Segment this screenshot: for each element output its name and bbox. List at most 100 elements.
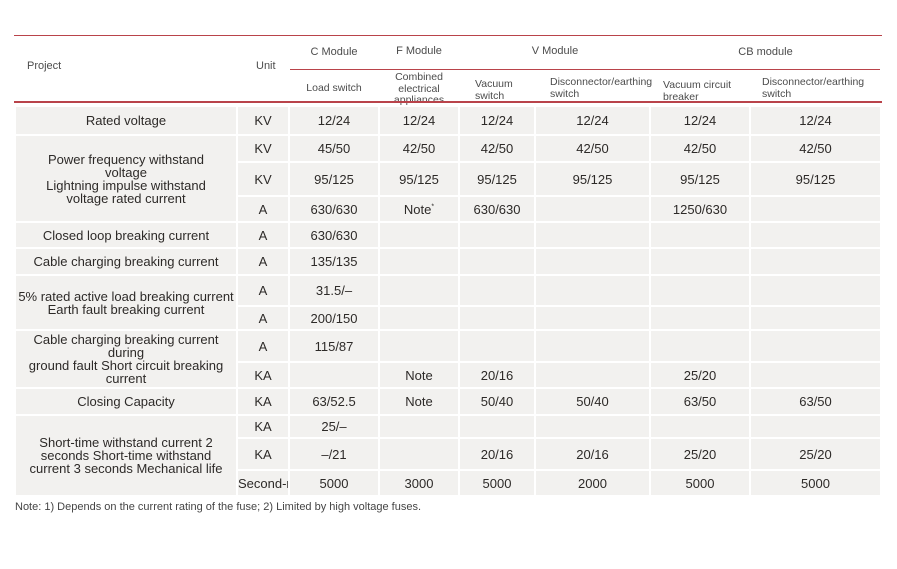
table-row: Cable charging breaking current A 135/135	[16, 249, 880, 274]
table-row: A 200/150	[16, 307, 880, 329]
header-top-rule	[14, 35, 882, 36]
value-cell	[751, 249, 880, 274]
value-cell: 630/630	[290, 197, 378, 221]
table-row: KA Note 20/16 25/20	[16, 363, 880, 387]
value-cell: 95/125	[751, 163, 880, 195]
group-header-cb-module: CB module	[738, 46, 793, 58]
table-row: Closed loop breaking current A 630/630	[16, 223, 880, 247]
column-header-unit: Unit	[256, 60, 276, 72]
value-cell	[380, 223, 458, 247]
specification-table: Rated voltage KV 12/24 12/24 12/24 12/24 12/24…	[14, 105, 882, 497]
project-cell: Closing Capacity	[16, 389, 236, 414]
value-cell: 12/24	[536, 107, 649, 134]
value-cell: 1250/630	[651, 197, 749, 221]
unit-cell: A	[238, 249, 288, 274]
value-cell: 12/24	[651, 107, 749, 134]
table-row: KV 95/125 95/125 95/125 95/125 95/125 95/125	[16, 163, 880, 195]
value-cell	[380, 307, 458, 329]
value-cell: 5000	[460, 471, 534, 495]
subheader-load-switch: Load switch	[306, 82, 362, 94]
project-cell: 5% rated active load breaking current Ea…	[16, 276, 236, 329]
value-cell	[460, 223, 534, 247]
value-cell: 2000	[536, 471, 649, 495]
value-cell: 95/125	[460, 163, 534, 195]
subheader-cb-disconnector: Disconnector/earthing switch	[762, 76, 865, 100]
value-cell: 63/52.5	[290, 389, 378, 414]
value-cell	[751, 331, 880, 361]
project-cell: Power frequency withstand voltage Lightn…	[16, 136, 236, 221]
value-cell: 25/–	[290, 416, 378, 437]
table-row: Cable charging breaking current during g…	[16, 331, 880, 387]
value-cell: 25/20	[651, 439, 749, 469]
value-cell: 5000	[751, 471, 880, 495]
value-cell: 95/125	[651, 163, 749, 195]
value-cell	[536, 416, 649, 437]
value-cell: 31.5/–	[290, 276, 378, 305]
value-cell	[651, 307, 749, 329]
value-cell: 42/50	[460, 136, 534, 161]
value-cell: 630/630	[460, 197, 534, 221]
value-cell: 63/50	[651, 389, 749, 414]
value-cell	[290, 363, 378, 387]
value-cell: 25/20	[751, 439, 880, 469]
value-cell	[536, 307, 649, 329]
group-header-c-module: C Module	[310, 46, 358, 58]
table-row: KA –/21 20/16 20/16 25/20 25/20	[16, 439, 880, 469]
value-cell: 135/135	[290, 249, 378, 274]
unit-cell: A	[238, 307, 288, 329]
table-row: Closing Capacity KA 63/52.5 Note 50/40 50/40 6…	[16, 389, 880, 414]
footnote: Note: 1) Depends on the current rating o…	[15, 501, 422, 513]
table-row: 5% rated active load breaking current Ea…	[16, 276, 880, 329]
column-header-project: Project	[27, 60, 62, 72]
value-cell	[651, 331, 749, 361]
value-cell	[751, 223, 880, 247]
value-cell: 95/125	[380, 163, 458, 195]
value-cell: 20/16	[460, 439, 534, 469]
value-cell	[536, 197, 649, 221]
value-cell	[460, 331, 534, 361]
value-cell: 200/150	[290, 307, 378, 329]
group-header-v-module: V Module	[531, 45, 579, 57]
unit-cell: A	[238, 276, 288, 305]
value-cell: 20/16	[536, 439, 649, 469]
value-cell	[380, 439, 458, 469]
value-cell	[380, 416, 458, 437]
unit-cell: KA	[238, 416, 288, 437]
value-cell: –/21	[290, 439, 378, 469]
header-bottom-rule	[14, 101, 882, 103]
subheader-combined-appliances: Combined electrical appliances	[393, 71, 445, 106]
value-cell	[460, 416, 534, 437]
value-cell	[460, 249, 534, 274]
table-row: Rated voltage KV 12/24 12/24 12/24 12/24 12/24…	[16, 107, 880, 134]
value-cell	[536, 249, 649, 274]
unit-cell: KA	[238, 363, 288, 387]
value-cell: 20/16	[460, 363, 534, 387]
project-cell: Rated voltage	[16, 107, 236, 134]
value-cell: 115/87	[290, 331, 378, 361]
value-cell	[536, 331, 649, 361]
group-header-f-module: F Module	[396, 45, 442, 57]
value-cell	[651, 223, 749, 247]
value-cell: 95/125	[536, 163, 649, 195]
unit-cell: A	[238, 331, 288, 361]
value-cell: 42/50	[536, 136, 649, 161]
header-mid-rule	[290, 69, 880, 70]
value-cell: 63/50	[751, 389, 880, 414]
unit-cell: KA	[238, 439, 288, 469]
value-cell: 3000	[380, 471, 458, 495]
subheader-v-disconnector: Disconnector/earthing switch	[550, 76, 653, 100]
value-cell: 5000	[290, 471, 378, 495]
unit-cell: KA	[238, 389, 288, 414]
value-cell	[751, 416, 880, 437]
value-cell	[651, 416, 749, 437]
unit-cell: A	[238, 223, 288, 247]
project-cell: Short-time withstand current 2 seconds S…	[16, 416, 236, 495]
value-cell	[536, 276, 649, 305]
value-cell	[536, 363, 649, 387]
value-cell	[751, 276, 880, 305]
project-cell: Cable charging breaking current during g…	[16, 331, 236, 387]
table-row: A 630/630 Note* 630/630 1250/630	[16, 197, 880, 221]
subheader-vacuum-switch: Vacuum switch	[475, 78, 513, 102]
value-cell: Note	[380, 389, 458, 414]
